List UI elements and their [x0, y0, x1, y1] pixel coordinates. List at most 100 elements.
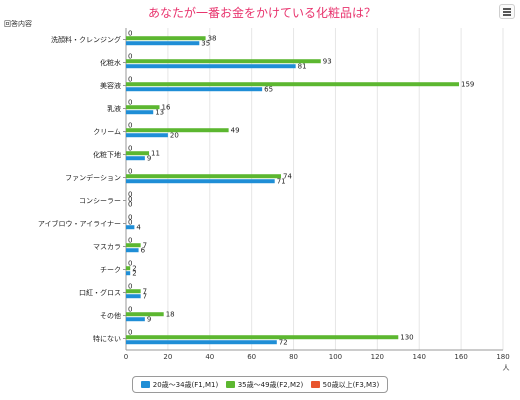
bar: [126, 128, 229, 133]
category-label: 化粧下地: [93, 150, 121, 159]
data-label: 38: [208, 35, 217, 43]
data-label: 9: [147, 316, 151, 324]
data-label: 81: [298, 63, 307, 71]
data-label: 35: [201, 40, 210, 48]
x-tick-label: 0: [124, 353, 128, 361]
x-tick-label: 120: [371, 353, 384, 361]
data-label: 13: [155, 109, 164, 117]
x-tick-label: 140: [413, 353, 426, 361]
bar: [126, 335, 399, 340]
data-label: 7: [143, 293, 147, 301]
data-label: 0: [128, 219, 132, 227]
data-label: 0: [128, 237, 132, 245]
category-label: 化粧水: [100, 58, 121, 67]
bar: [126, 294, 141, 299]
data-label: 18: [166, 311, 175, 319]
bar: [126, 312, 164, 317]
data-label: 65: [264, 86, 273, 94]
bar: [126, 87, 263, 92]
data-label: 7: [143, 288, 147, 296]
x-tick-label: 40: [205, 353, 214, 361]
data-label: 49: [231, 127, 240, 135]
x-tick-label: 100: [329, 353, 342, 361]
bar: [126, 59, 321, 64]
bar: [126, 64, 296, 69]
legend-item-50-plus[interactable]: 50歳以上(F3,M3): [310, 380, 380, 390]
x-axis-unit: 人: [503, 364, 510, 372]
data-label: 9: [147, 155, 151, 163]
x-tick-label: 80: [289, 353, 298, 361]
bar: [126, 179, 275, 184]
bar: [126, 271, 131, 276]
data-label: 11: [151, 150, 160, 158]
legend-label: 50歳以上(F3,M3): [322, 380, 380, 389]
legend-item-20-34[interactable]: 20歳〜34歳(F1,M1): [140, 380, 219, 390]
data-label: 72: [279, 339, 288, 347]
x-tick-label: 180: [496, 353, 509, 361]
bar: [126, 133, 168, 138]
bar: [126, 266, 131, 271]
data-label: 159: [461, 81, 474, 89]
category-label: コンシーラー: [79, 197, 121, 205]
data-label: 0: [128, 168, 132, 176]
category-label: その他: [100, 311, 121, 320]
data-label: 130: [400, 334, 413, 342]
category-label: 洗顔料・クレンジング: [51, 35, 121, 44]
bar: [126, 248, 139, 253]
x-tick-label: 60: [247, 353, 256, 361]
data-label: 2: [132, 265, 136, 273]
bar: [126, 82, 460, 87]
data-label: 7: [143, 242, 147, 250]
bar: [126, 340, 277, 345]
bar: [126, 289, 141, 294]
data-label: 0: [128, 76, 132, 84]
data-label: 0: [128, 122, 132, 130]
data-label: 93: [323, 58, 332, 66]
bar: [126, 317, 145, 322]
data-label: 0: [128, 201, 132, 209]
bar: [126, 225, 135, 230]
chart-title: あなたが一番お金をかけている化粧品は？: [148, 5, 376, 20]
data-label: 20: [170, 132, 179, 140]
category-label: ファンデーション: [65, 173, 121, 182]
bar: [126, 105, 160, 110]
category-label: 特にない: [93, 334, 121, 343]
data-label: 16: [162, 104, 171, 112]
data-label: 0: [128, 53, 132, 61]
data-label: 0: [128, 329, 132, 337]
bar: [126, 41, 200, 46]
legend-swatch: [140, 381, 150, 388]
data-label: 0: [128, 260, 132, 268]
category-label: マスカラ: [93, 243, 121, 251]
category-label: 口紅・グロス: [79, 288, 121, 297]
data-label: 0: [128, 99, 132, 107]
data-label: 0: [128, 283, 132, 291]
data-label: 0: [128, 306, 132, 314]
y-axis-title: 回答内容: [4, 19, 32, 28]
data-label: 0: [128, 191, 132, 199]
data-label: 71: [277, 178, 286, 186]
data-label: 6: [141, 247, 146, 255]
category-label: 乳液: [107, 104, 121, 113]
legend-item-35-49[interactable]: 35歳〜49歳(F2,M2): [225, 380, 304, 390]
bar: [126, 36, 206, 41]
data-label: 74: [283, 173, 292, 181]
chart-legend: 20歳〜34歳(F1,M1) 35歳〜49歳(F2,M2) 50歳以上(F3,M…: [132, 376, 388, 393]
legend-swatch: [310, 381, 320, 388]
chart-menu-button[interactable]: [499, 4, 515, 19]
data-label: 0: [128, 30, 132, 38]
bar: [126, 110, 154, 115]
data-label: 0: [128, 145, 132, 153]
data-label: 0: [128, 214, 132, 222]
legend-label: 35歳〜49歳(F2,M2): [237, 380, 304, 389]
category-label: アイブロウ・アイライナー: [38, 219, 121, 228]
bar: [126, 156, 145, 161]
x-tick-label: 160: [454, 353, 467, 361]
data-label: 4: [136, 224, 141, 232]
category-label: チーク: [100, 266, 121, 274]
legend-label: 20歳〜34歳(F1,M1): [152, 380, 219, 389]
legend-swatch: [225, 381, 235, 388]
category-label: 美容液: [100, 81, 121, 90]
data-label: 2: [132, 270, 136, 278]
